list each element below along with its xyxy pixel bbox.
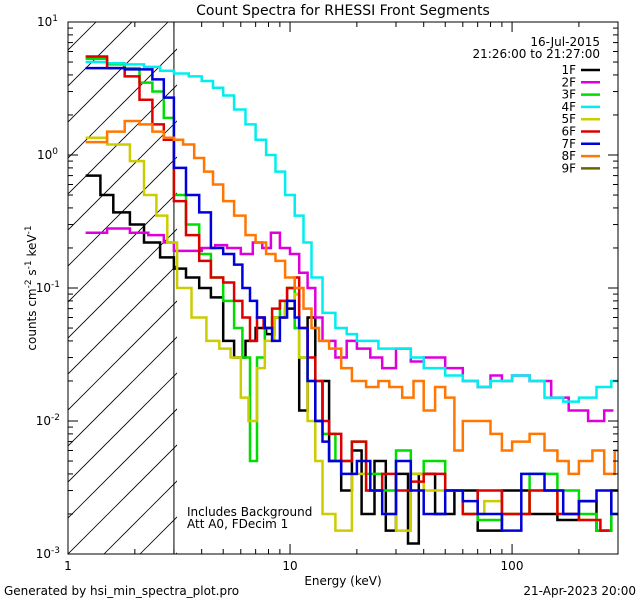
footer-generated-by: Generated by hsi_min_spectra_plot.pro: [4, 584, 239, 598]
background-hatch: [0, 0, 177, 554]
y-tick-label-minus2: 10-2: [36, 413, 60, 428]
y-tick-label-1: 101: [37, 14, 58, 29]
series-7F: [85, 66, 618, 532]
series-6F: [85, 55, 610, 532]
series-8F: [85, 119, 618, 476]
annotation-attenuator: Att A0, FDecim 1: [187, 517, 288, 531]
hatch-line: [0, 0, 20, 554]
chart-title: Count Spectra for RHESSI Front Segments: [196, 3, 490, 19]
hatch-line: [68, 444, 177, 554]
y-axis-label: counts cm-2 s-1 keV-1: [24, 225, 39, 350]
hatch-line: [68, 156, 177, 267]
x-axis-tick-labels: 1 10 100: [64, 559, 523, 573]
hatch-line: [68, 228, 177, 339]
y-tick-label-0: 100: [37, 147, 58, 162]
time-range-label: 21:26:00 to 21:27:00: [473, 47, 600, 61]
legend-label-7F: 7F: [561, 137, 576, 151]
legend-label-9F: 9F: [561, 161, 576, 175]
date-label: 16-Jul-2015: [530, 35, 600, 49]
hatch-line: [68, 22, 169, 123]
y-tick-label-minus3: 10-3: [36, 546, 60, 561]
y-tick-label-minus1: 10-1: [36, 280, 60, 295]
hatch-line: [68, 408, 177, 519]
legend-label-3F: 3F: [561, 88, 576, 102]
plot-area: [68, 22, 618, 554]
legend-label-4F: 4F: [561, 100, 576, 114]
legend-label-6F: 6F: [561, 125, 576, 139]
annotation-background: Includes Background: [187, 505, 312, 519]
series-group: [85, 55, 618, 545]
x-tick-label-10: 10: [282, 559, 297, 573]
series-4F: [85, 60, 618, 403]
x-tick-label-1: 1: [64, 559, 72, 573]
hatch-line: [68, 372, 177, 483]
y-axis-tick-labels: 101 100 10-1 10-2 10-3: [36, 14, 60, 561]
hatch-line: [68, 22, 133, 87]
legend-label-8F: 8F: [561, 149, 576, 163]
legend-label-2F: 2F: [561, 75, 576, 89]
footer-timestamp: 21-Apr-2023 20:00: [523, 584, 636, 598]
x-axis-label: Energy (keV): [304, 574, 381, 588]
legend-label-1F: 1F: [561, 63, 576, 77]
x-tick-label-100: 100: [501, 559, 524, 573]
axis-ticks: [67, 22, 619, 555]
hatch-line: [68, 48, 177, 159]
hatch-line: [68, 192, 177, 303]
series-3F: [85, 57, 618, 532]
legend-label-5F: 5F: [561, 112, 576, 126]
